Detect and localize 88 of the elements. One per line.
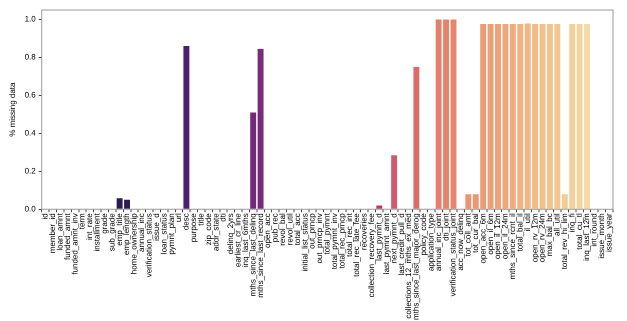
x-tick-label: open_il_24m	[500, 212, 510, 260]
x-tick-label: total_cu_tl	[574, 213, 584, 250]
x-tick-label: last_pymnt_amnt	[382, 212, 391, 274]
x-tick-label: next_pymnt_d	[389, 213, 398, 264]
x-tick-label: last_credit_pull_d	[396, 213, 406, 276]
x-tick-label: int_rate	[85, 212, 94, 240]
x-tick-label: initial_list_status	[300, 213, 310, 272]
x-tick-label: open_rv_24m	[538, 212, 547, 262]
x-tick-label: inq_fi	[567, 213, 576, 232]
x-tick-label: url	[174, 213, 184, 222]
x-tick-label: dti_joint	[441, 212, 450, 241]
x-tick-label: application_type	[426, 212, 436, 272]
y-tick-label: 0.6	[24, 90, 36, 100]
x-tick-label: inq_last_6mths	[240, 213, 250, 268]
x-tick-label: recoveries	[360, 213, 369, 250]
x-tick-label: open_rv_12m	[530, 212, 540, 262]
bar	[376, 205, 382, 209]
x-tick-label: issue_d	[152, 213, 161, 241]
x-tick-label: acc_now_delinq	[456, 213, 466, 271]
x-tick-label: loan_amnt	[55, 212, 64, 251]
bar	[391, 155, 398, 209]
y-tick-label: 1.0	[24, 14, 36, 24]
x-tick-label: verification_status	[144, 213, 154, 278]
x-tick-label: open_il_6m	[486, 212, 495, 255]
x-tick-label: total_rec_int	[344, 212, 354, 257]
x-tick-label: mths_since_rcnt_il	[508, 213, 518, 280]
x-tick-label: annual_inc	[137, 213, 146, 252]
x-tick-label: mths_since_last_major_derog	[412, 213, 421, 320]
x-tick-label: id	[40, 213, 50, 220]
x-tick-label: zip_code	[204, 212, 213, 246]
x-tick-label: int_round	[590, 213, 599, 247]
y-tick-label: 0.2	[24, 166, 36, 176]
x-tick-label: funded_amnt	[62, 212, 72, 260]
x-tick-label: revol_bal	[278, 213, 288, 246]
x-tick-label: total_acc	[292, 213, 302, 246]
x-tick-label: addr_state	[211, 212, 220, 252]
x-tick-label: mths_since_last_record	[256, 213, 265, 298]
x-tick-label: collections_12_mths_ex_med	[404, 213, 414, 319]
x-tick-label: issue_month	[597, 213, 606, 259]
y-tick-label: 0.0	[24, 204, 36, 214]
x-tick-label: open_il_12m	[493, 212, 502, 260]
x-tick-label: il_util	[522, 213, 532, 232]
x-tick-label: issue_year	[604, 212, 614, 252]
x-tick-label: inq_last_12m	[582, 212, 592, 261]
x-tick-label: last_pymnt_d	[374, 213, 384, 261]
x-tick-label: verification_status_joint	[448, 212, 458, 296]
x-tick-label: total_rec_prncp	[337, 212, 346, 268]
x-tick-label: member_id	[48, 213, 58, 254]
x-tick-label: out_prncp_inv	[315, 213, 324, 264]
x-tick-label: grade	[100, 212, 109, 234]
y-tick-label: 0.8	[24, 52, 36, 62]
x-tick-label: collection_recovery_fee	[367, 212, 376, 298]
x-tick-label: desc	[182, 213, 191, 230]
bar	[413, 66, 420, 209]
x-tick-label: revol_util	[285, 213, 294, 246]
x-tick-label: emp_title	[114, 212, 124, 246]
x-tick-label: pub_rec	[270, 213, 280, 242]
x-tick-label: total_rec_late_fee	[352, 212, 362, 277]
x-tick-label: tot_coll_amt	[464, 212, 473, 256]
x-tick-label: out_prncp	[308, 212, 317, 249]
x-tick-label: total_bal_il	[515, 213, 524, 252]
y-tick-label: 0.4	[24, 128, 36, 138]
x-tick-label: open_acc_6m	[478, 212, 488, 264]
x-tick-label: total_pymnt_inv	[330, 213, 339, 270]
x-tick-label: purpose	[189, 212, 198, 242]
x-tick-label: home_ownership	[130, 212, 139, 274]
x-tick-label: policy_code	[419, 212, 428, 256]
x-tick-label: all_util	[552, 213, 562, 236]
x-tick-label: tot_cur_bal	[470, 213, 480, 253]
x-tick-label: earliest_cr_line	[234, 212, 243, 268]
x-tick-label: term	[78, 212, 87, 230]
x-tick-label: funded_amnt_inv	[70, 213, 80, 275]
x-tick-label: max_bal_bc	[545, 213, 554, 256]
x-tick-label: annual_inc_joint	[434, 212, 443, 272]
x-tick-label: loan_status	[159, 213, 168, 254]
x-tick-label: title	[196, 212, 206, 226]
x-tick-label: total_rev_hi_lim	[560, 212, 569, 270]
x-tick-label: mths_since_last_delinq	[248, 213, 258, 296]
x-tick-label: dti	[218, 213, 228, 222]
bar	[183, 46, 190, 209]
x-tick-label: pymnt_plan	[166, 213, 176, 255]
y-axis-title: % missing data	[8, 82, 18, 137]
x-tick-label: open_acc	[263, 213, 272, 248]
x-tick-label: delinq_2yrs	[226, 213, 236, 254]
x-tick-label: total_pymnt	[322, 212, 332, 255]
x-tick-label: sub_grade	[107, 212, 116, 252]
x-tick-label: installment	[92, 212, 102, 252]
x-tick-label: emp_length	[122, 213, 132, 256]
